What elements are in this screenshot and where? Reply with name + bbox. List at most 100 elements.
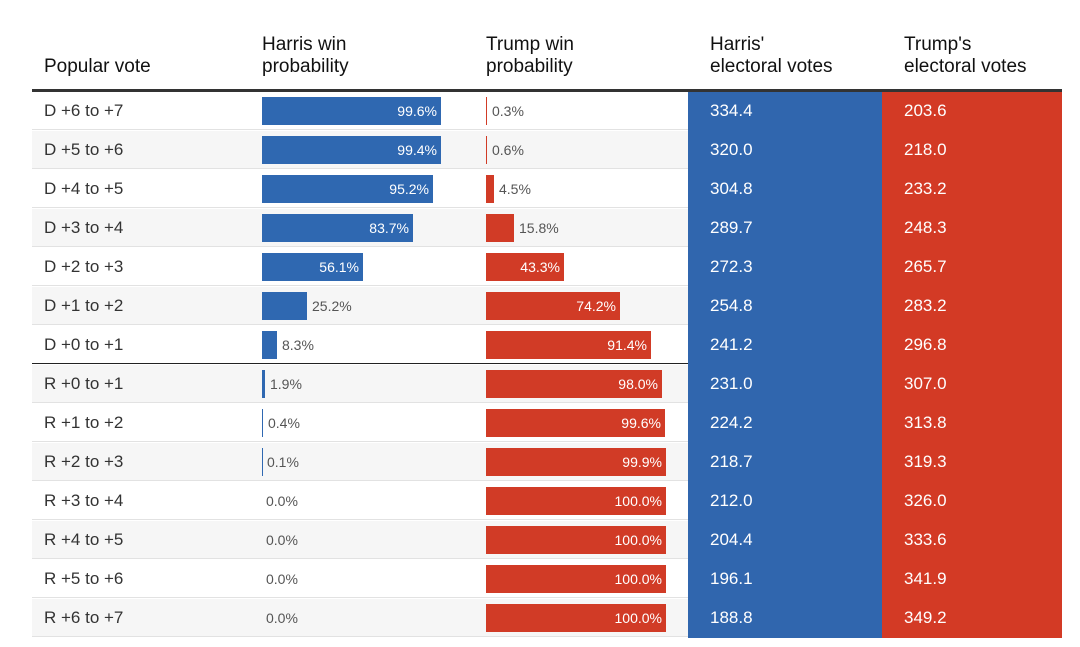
trump-probability-bar <box>486 214 514 242</box>
header-divider <box>32 89 1062 92</box>
table-row: D +3 to +4 83.7% 15.8% 289.7 248.3 <box>32 209 1062 247</box>
trump-probability-cell: 100.0% <box>486 526 706 554</box>
table-row: R +0 to +1 1.9% 98.0% 231.0 307.0 <box>32 365 1062 403</box>
table-header: Popular vote Harris win probability Trum… <box>32 0 1062 92</box>
popular-vote-cell: R +5 to +6 <box>44 569 124 588</box>
trump-electoral-votes-cell: 349.2 <box>882 599 1062 637</box>
trump-electoral-votes-cell: 283.2 <box>882 287 1062 325</box>
harris-probability-cell: 0.0% <box>262 565 482 593</box>
harris-probability-label: 83.7% <box>369 220 409 236</box>
table-row: R +1 to +2 0.4% 99.6% 224.2 313.8 <box>32 404 1062 442</box>
trump-probability-label: 100.0% <box>614 610 662 626</box>
harris-probability-bar <box>262 97 441 125</box>
trump-probability-cell: 99.6% <box>486 409 706 437</box>
popular-vote-cell: D +4 to +5 <box>44 179 124 198</box>
trump-probability-bar <box>486 526 666 554</box>
header-popular-vote: Popular vote <box>44 56 151 77</box>
table-row: D +6 to +7 99.6% 0.3% 334.4 203.6 <box>32 92 1062 130</box>
harris-probability-label: 25.2% <box>312 298 352 314</box>
harris-electoral-votes-cell: 320.0 <box>688 131 882 169</box>
trump-probability-bar <box>486 97 487 125</box>
trump-electoral-votes-cell: 319.3 <box>882 443 1062 481</box>
harris-electoral-votes-cell: 212.0 <box>688 482 882 520</box>
table-row: R +2 to +3 0.1% 99.9% 218.7 319.3 <box>32 443 1062 481</box>
trump-probability-label: 0.3% <box>492 103 524 119</box>
popular-vote-cell: D +1 to +2 <box>44 296 124 315</box>
harris-probability-cell: 0.1% <box>262 448 482 476</box>
trump-probability-label: 4.5% <box>499 181 531 197</box>
harris-electoral-votes-cell: 304.8 <box>688 170 882 208</box>
harris-probability-label: 95.2% <box>389 181 429 197</box>
harris-probability-cell: 0.0% <box>262 487 482 515</box>
table-row: R +3 to +4 0.0% 100.0% 212.0 326.0 <box>32 482 1062 520</box>
trump-probability-cell: 43.3% <box>486 253 706 281</box>
harris-probability-label: 0.0% <box>266 610 298 626</box>
trump-probability-label: 74.2% <box>576 298 616 314</box>
trump-electoral-votes-cell: 307.0 <box>882 365 1062 403</box>
trump-probability-cell: 100.0% <box>486 565 706 593</box>
table-row: D +5 to +6 99.4% 0.6% 320.0 218.0 <box>32 131 1062 169</box>
trump-electoral-votes-cell: 203.6 <box>882 92 1062 130</box>
harris-probability-cell: 99.4% <box>262 136 482 164</box>
trump-probability-cell: 98.0% <box>486 370 706 398</box>
harris-electoral-votes-cell: 224.2 <box>688 404 882 442</box>
harris-probability-cell: 1.9% <box>262 370 482 398</box>
trump-electoral-votes-cell: 313.8 <box>882 404 1062 442</box>
harris-probability-label: 56.1% <box>319 259 359 275</box>
harris-electoral-votes-cell: 204.4 <box>688 521 882 559</box>
trump-probability-label: 100.0% <box>614 532 662 548</box>
harris-probability-bar <box>262 175 433 203</box>
trump-probability-label: 98.0% <box>618 376 658 392</box>
popular-vote-cell: R +1 to +2 <box>44 413 124 432</box>
harris-electoral-votes-cell: 218.7 <box>688 443 882 481</box>
trump-probability-bar <box>486 331 651 359</box>
harris-probability-cell: 99.6% <box>262 97 482 125</box>
table-row: R +5 to +6 0.0% 100.0% 196.1 341.9 <box>32 560 1062 598</box>
trump-electoral-votes-cell: 265.7 <box>882 248 1062 286</box>
trump-probability-cell: 99.9% <box>486 448 706 476</box>
trump-electoral-votes-cell: 233.2 <box>882 170 1062 208</box>
harris-electoral-votes-cell: 334.4 <box>688 92 882 130</box>
popular-vote-cell: R +0 to +1 <box>44 374 124 393</box>
harris-electoral-votes-cell: 254.8 <box>688 287 882 325</box>
trump-probability-cell: 0.6% <box>486 136 706 164</box>
table-row: D +2 to +3 56.1% 43.3% 272.3 265.7 <box>32 248 1062 286</box>
harris-probability-bar <box>262 253 363 281</box>
popular-vote-cell: R +6 to +7 <box>44 608 124 627</box>
header-trump-electoral-votes: Trump's electoral votes <box>904 34 1027 77</box>
trump-electoral-votes-cell: 333.6 <box>882 521 1062 559</box>
trump-probability-bar <box>486 136 487 164</box>
trump-probability-bar <box>486 448 666 476</box>
trump-probability-label: 15.8% <box>519 220 559 236</box>
trump-probability-bar <box>486 292 620 320</box>
popular-vote-cell: D +2 to +3 <box>44 257 124 276</box>
harris-probability-label: 0.0% <box>266 532 298 548</box>
harris-probability-bar <box>262 214 413 242</box>
harris-probability-cell: 56.1% <box>262 253 482 281</box>
trump-probability-bar <box>486 487 666 515</box>
harris-probability-label: 0.1% <box>267 454 299 470</box>
trump-probability-cell: 4.5% <box>486 175 706 203</box>
trump-probability-label: 43.3% <box>520 259 560 275</box>
trump-probability-label: 0.6% <box>492 142 524 158</box>
table-row: D +0 to +1 8.3% 91.4% 241.2 296.8 <box>32 326 1062 364</box>
trump-probability-label: 100.0% <box>614 493 662 509</box>
trump-probability-cell: 0.3% <box>486 97 706 125</box>
harris-probability-label: 0.4% <box>268 415 300 431</box>
harris-probability-cell: 95.2% <box>262 175 482 203</box>
harris-probability-bar <box>262 409 263 437</box>
trump-electoral-votes-cell: 248.3 <box>882 209 1062 247</box>
trump-probability-label: 99.9% <box>622 454 662 470</box>
trump-probability-bar <box>486 565 666 593</box>
harris-electoral-votes-cell: 196.1 <box>688 560 882 598</box>
harris-probability-cell: 8.3% <box>262 331 482 359</box>
table-row: D +1 to +2 25.2% 74.2% 254.8 283.2 <box>32 287 1062 325</box>
popular-vote-cell: D +6 to +7 <box>44 101 124 120</box>
harris-probability-label: 8.3% <box>282 337 314 353</box>
harris-electoral-votes-cell: 231.0 <box>688 365 882 403</box>
header-trump-win-probability: Trump win probability <box>486 34 574 77</box>
harris-probability-cell: 25.2% <box>262 292 482 320</box>
table-row: R +6 to +7 0.0% 100.0% 188.8 349.2 <box>32 599 1062 637</box>
harris-probability-bar <box>262 292 307 320</box>
harris-probability-label: 0.0% <box>266 571 298 587</box>
